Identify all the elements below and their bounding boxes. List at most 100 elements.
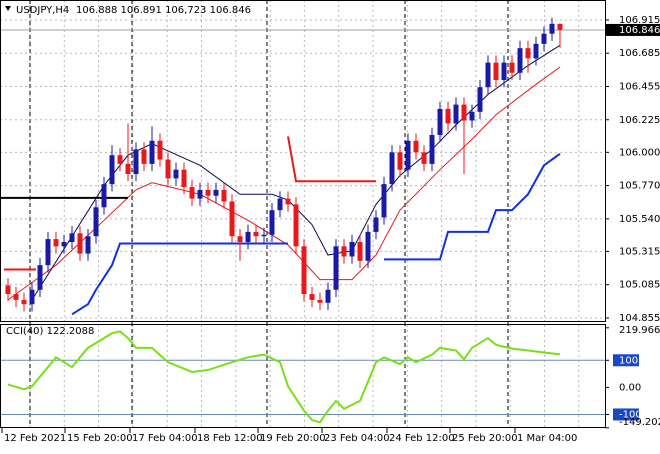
- indicator-line: [7, 330, 561, 424]
- main-frame: [0, 0, 606, 322]
- y-tick-label: 106.225: [619, 115, 660, 126]
- candle-body: [373, 217, 379, 232]
- y-tick-label: 219.9663: [619, 325, 660, 336]
- x-tick-label: 15 Feb 20:00: [67, 433, 133, 444]
- candle-body: [117, 155, 123, 164]
- indicator-line: [31, 44, 561, 301]
- indicator-line: [7, 66, 561, 301]
- candle-body: [45, 239, 51, 266]
- candle-body: [325, 289, 331, 303]
- plot: [0, 17, 563, 424]
- candle-body: [101, 184, 107, 208]
- y-tick-label: 105.085: [619, 280, 660, 291]
- candle-body: [397, 152, 403, 170]
- candle-body: [85, 236, 91, 254]
- candle-body: [173, 169, 179, 179]
- candle-body: [381, 184, 387, 218]
- last-price-label: 106.846: [619, 25, 660, 36]
- candle-body: [301, 246, 307, 295]
- candle-body: [333, 246, 339, 290]
- candle-body: [277, 198, 283, 211]
- candle-body: [133, 149, 139, 175]
- candle-body: [77, 233, 83, 254]
- x-tick-label: 25 Feb 20:00: [452, 433, 518, 444]
- candle-body: [493, 62, 499, 80]
- level-box: [613, 408, 639, 421]
- collapse-icon: [5, 6, 11, 11]
- candle-body: [69, 233, 75, 243]
- y-tick-label: 0.00: [619, 382, 641, 393]
- candle-body: [557, 23, 563, 30]
- candle-body: [149, 140, 155, 164]
- candle-body: [245, 231, 251, 243]
- level-box: [613, 354, 639, 367]
- indicator-line: [287, 136, 376, 183]
- candle-body: [189, 187, 195, 199]
- candle-body: [405, 140, 411, 170]
- candle-body: [213, 189, 219, 196]
- y-tick-label: 106.000: [619, 147, 660, 158]
- candle-body: [261, 234, 267, 237]
- candle-body: [517, 48, 523, 73]
- y-tick-label: -100: [619, 409, 642, 420]
- y-tick-label: 105.540: [619, 214, 660, 225]
- candle-body: [285, 198, 291, 205]
- x-tick-label: 17 Feb 04:00: [132, 433, 198, 444]
- candle-body: [125, 163, 131, 175]
- y-tick-label: 106.455: [619, 82, 660, 93]
- quote: 106.888 106.891 106,723 106.846: [76, 5, 251, 16]
- candle-body: [237, 236, 243, 243]
- last-price-box: [606, 23, 660, 36]
- candle-body: [509, 62, 515, 73]
- y-tick-label: -149.2024: [619, 417, 660, 428]
- candle-body: [197, 189, 203, 199]
- y-tick-label: 100: [619, 355, 638, 366]
- candle-body: [365, 231, 371, 261]
- indicator-line: [71, 152, 561, 316]
- candle-body: [317, 299, 323, 303]
- candle-body: [229, 201, 235, 237]
- candle-body: [5, 285, 11, 295]
- candle-body: [469, 111, 475, 121]
- candle-body: [253, 231, 259, 237]
- candle-body: [221, 189, 227, 202]
- y-tick-label: 106.915: [619, 15, 660, 26]
- candle-body: [453, 104, 459, 124]
- candle-body: [109, 155, 115, 185]
- candle-body: [37, 265, 43, 290]
- candle-body: [501, 62, 507, 80]
- candle-body: [13, 294, 19, 300]
- x-tick-label: 23 Feb 04:00: [324, 433, 390, 444]
- candle-body: [181, 169, 187, 188]
- candle-body: [29, 289, 35, 305]
- candle-body: [389, 152, 395, 185]
- candle-body: [525, 48, 531, 59]
- candle-body: [485, 62, 491, 88]
- candle-body: [269, 210, 275, 235]
- candle-body: [357, 242, 363, 261]
- cci-title: CCI(40) 122.2088: [6, 326, 94, 337]
- candle-body: [293, 204, 299, 247]
- x-tick-label: 18 Feb 12:00: [197, 433, 263, 444]
- candle-body: [157, 140, 163, 160]
- candle-body: [429, 134, 435, 164]
- candle-body: [445, 108, 451, 124]
- candle-body: [309, 294, 315, 300]
- candle-body: [341, 246, 347, 257]
- candle-body: [541, 33, 547, 44]
- candle-body: [21, 299, 27, 305]
- cci-frame: [0, 324, 606, 428]
- x-tick-label: 12 Feb 2021: [4, 433, 66, 444]
- y-tick-label: 106.685: [619, 48, 660, 59]
- candle-body: [61, 242, 67, 247]
- candle-body: [205, 189, 211, 196]
- symbol: USDJPY,H4: [16, 5, 69, 16]
- y-tick-label: 105.770: [619, 181, 660, 192]
- x-tick-label: 24 Feb 12:00: [389, 433, 455, 444]
- candle-body: [53, 239, 59, 247]
- candle-body: [141, 149, 147, 164]
- candle-body: [165, 159, 171, 179]
- candle-body: [349, 242, 355, 257]
